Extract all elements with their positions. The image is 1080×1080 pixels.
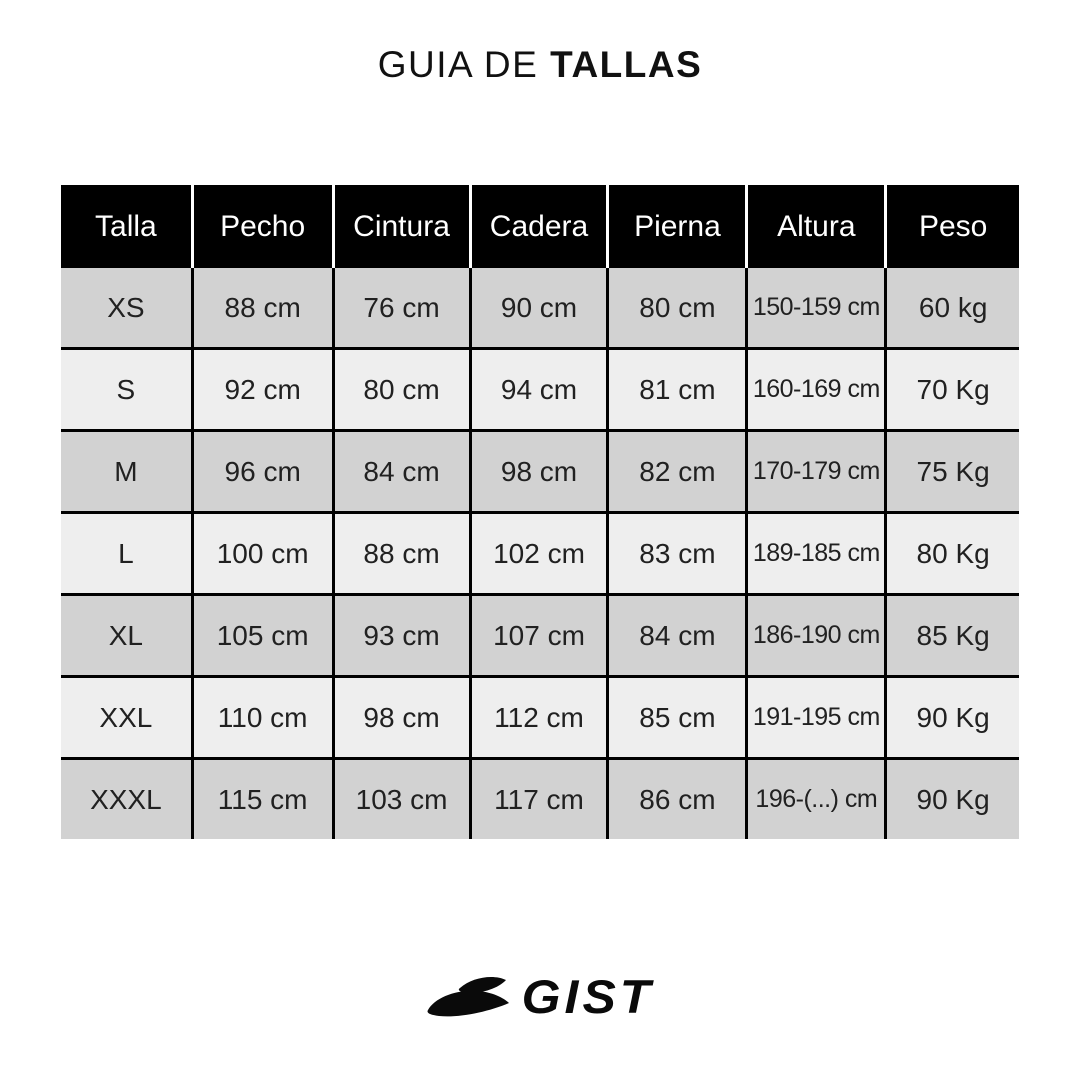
table-cell: 94 cm bbox=[468, 347, 610, 432]
column-header-cintura: Cintura bbox=[331, 185, 472, 268]
table-cell: 98 cm bbox=[331, 675, 472, 760]
table-row-s: S 92 cm 80 cm 94 cm 81 cm 160-169 cm 70 Kg bbox=[61, 347, 1019, 432]
table-cell: 76 cm bbox=[331, 268, 472, 350]
size-table: Talla Pecho Cintura Cadera Pierna Altura Peso … bbox=[61, 185, 1019, 839]
table-cell: 105 cm bbox=[190, 593, 335, 678]
size-label: S bbox=[61, 347, 194, 432]
size-label: XS bbox=[61, 268, 194, 350]
brand-logo: GIST bbox=[0, 972, 1080, 1022]
table-cell: 100 cm bbox=[190, 511, 335, 596]
size-label: XL bbox=[61, 593, 194, 678]
table-cell: 196-(...) cm bbox=[745, 757, 888, 839]
size-table-head: Talla Pecho Cintura Cadera Pierna Altura Peso bbox=[61, 185, 1019, 268]
size-label: L bbox=[61, 511, 194, 596]
table-cell: 81 cm bbox=[606, 347, 749, 432]
table-cell: 84 cm bbox=[606, 593, 749, 678]
table-cell: 84 cm bbox=[331, 429, 472, 514]
table-cell: 191-195 cm bbox=[745, 675, 888, 760]
table-cell: 189-185 cm bbox=[745, 511, 888, 596]
table-cell: 80 cm bbox=[331, 347, 472, 432]
table-cell: 80 Kg bbox=[884, 511, 1019, 596]
size-label: XXXL bbox=[61, 757, 194, 839]
table-cell: 170-179 cm bbox=[745, 429, 888, 514]
table-cell: 186-190 cm bbox=[745, 593, 888, 678]
table-row-l: L 100 cm 88 cm 102 cm 83 cm 189-185 cm 80 Kg bbox=[61, 511, 1019, 596]
table-cell: 96 cm bbox=[190, 429, 335, 514]
table-cell: 85 cm bbox=[606, 675, 749, 760]
page-title-prefix: GUIA DE bbox=[377, 44, 551, 85]
column-header-peso: Peso bbox=[884, 185, 1019, 268]
table-cell: 80 cm bbox=[606, 268, 749, 350]
table-row-xs: XS 88 cm 76 cm 90 cm 80 cm 150-159 cm 60 kg bbox=[61, 268, 1019, 350]
table-cell: 75 Kg bbox=[884, 429, 1019, 514]
table-cell: 83 cm bbox=[606, 511, 749, 596]
table-cell: 90 Kg bbox=[884, 757, 1019, 839]
size-table-head-row: Talla Pecho Cintura Cadera Pierna Altura Peso bbox=[61, 185, 1019, 268]
gist-swoosh-icon bbox=[427, 976, 509, 1017]
table-cell: 112 cm bbox=[468, 675, 610, 760]
table-cell: 110 cm bbox=[190, 675, 335, 760]
size-table-container: Talla Pecho Cintura Cadera Pierna Altura Peso … bbox=[61, 185, 1019, 839]
size-label: XXL bbox=[61, 675, 194, 760]
page-title-bold: TALLAS bbox=[550, 44, 703, 85]
column-header-talla: Talla bbox=[61, 185, 194, 268]
size-table-body: XS 88 cm 76 cm 90 cm 80 cm 150-159 cm 60 kg S 92… bbox=[61, 268, 1019, 839]
table-cell: 103 cm bbox=[331, 757, 472, 839]
column-header-cadera: Cadera bbox=[468, 185, 610, 268]
table-row-m: M 96 cm 84 cm 98 cm 82 cm 170-179 cm 75 Kg bbox=[61, 429, 1019, 514]
table-cell: 92 cm bbox=[190, 347, 335, 432]
size-label: M bbox=[61, 429, 194, 514]
table-cell: 150-159 cm bbox=[745, 268, 888, 350]
table-cell: 90 Kg bbox=[884, 675, 1019, 760]
brand-wordmark: GIST bbox=[521, 970, 655, 1024]
table-cell: 102 cm bbox=[468, 511, 610, 596]
table-cell: 88 cm bbox=[190, 268, 335, 350]
table-cell: 160-169 cm bbox=[745, 347, 888, 432]
column-header-pierna: Pierna bbox=[606, 185, 749, 268]
table-row-xxxl: XXXL 115 cm 103 cm 117 cm 86 cm 196-(...) cm 9… bbox=[61, 757, 1019, 839]
table-cell: 86 cm bbox=[606, 757, 749, 839]
table-cell: 85 Kg bbox=[884, 593, 1019, 678]
table-cell: 98 cm bbox=[468, 429, 610, 514]
table-cell: 90 cm bbox=[468, 268, 610, 350]
table-cell: 115 cm bbox=[190, 757, 335, 839]
table-cell: 88 cm bbox=[331, 511, 472, 596]
table-cell: 82 cm bbox=[606, 429, 749, 514]
column-header-altura: Altura bbox=[745, 185, 888, 268]
table-cell: 117 cm bbox=[468, 757, 610, 839]
column-header-pecho: Pecho bbox=[190, 185, 335, 268]
table-row-xxl: XXL 110 cm 98 cm 112 cm 85 cm 191-195 cm 90 Kg bbox=[61, 675, 1019, 760]
table-cell: 60 kg bbox=[884, 268, 1019, 350]
table-row-xl: XL 105 cm 93 cm 107 cm 84 cm 186-190 cm 85 Kg bbox=[61, 593, 1019, 678]
page-title: GUIA DE TALLAS bbox=[0, 44, 1080, 86]
table-cell: 107 cm bbox=[468, 593, 610, 678]
table-cell: 70 Kg bbox=[884, 347, 1019, 432]
table-cell: 93 cm bbox=[331, 593, 472, 678]
